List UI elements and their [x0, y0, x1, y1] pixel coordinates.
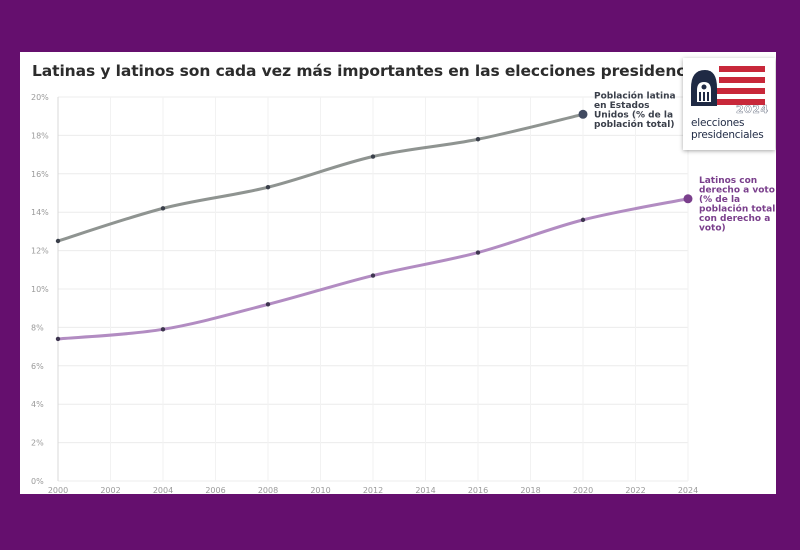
x-tick-label: 2022	[625, 486, 645, 494]
y-tick-label: 10%	[31, 285, 49, 294]
x-tick-label: 2002	[100, 486, 120, 494]
series-2-point	[580, 217, 586, 223]
chart-title: Latinas y latinos son cada vez más impor…	[32, 62, 726, 80]
line-chart: 0% 2% 4% 6% 8% 10% 12% 14% 16% 18% 20% 2000 2002 2004…	[31, 90, 775, 494]
x-tick-label: 2018	[520, 486, 540, 494]
series-2-label: Latinos con derecho a voto (% de la poblaci…	[699, 176, 775, 234]
x-tick-label: 2016	[468, 486, 488, 494]
y-tick-label: 0%	[31, 477, 44, 486]
x-tick-label: 2014	[415, 486, 435, 494]
y-tick-label: 14%	[31, 208, 49, 217]
x-tick-label: 2004	[153, 486, 173, 494]
y-tick-label: 16%	[31, 170, 49, 179]
logo-year: 2024	[736, 103, 769, 116]
x-tick-label: 2010	[310, 486, 330, 494]
series-1-point	[55, 238, 61, 244]
y-tick-label: 2%	[31, 439, 44, 448]
elecciones-logo: 2024 elecciones presidenciales	[683, 58, 775, 150]
series-1-end-marker	[578, 109, 588, 119]
y-tick-label: 6%	[31, 362, 44, 371]
x-tick-label: 2024	[678, 486, 698, 494]
chart-card: Latinas y latinos son cada vez más impor…	[20, 52, 776, 494]
x-tick-label: 2020	[573, 486, 593, 494]
series-1-label: Población latina en Estados Unidos (% de l…	[594, 90, 676, 130]
logo-text-elecciones: elecciones	[691, 117, 745, 129]
x-tick-label: 2008	[258, 486, 278, 494]
series-2-point	[370, 273, 376, 278]
logo-text-presidenciales: presidenciales	[691, 129, 764, 141]
y-tick-label: 20%	[31, 93, 49, 102]
y-tick-label: 12%	[31, 247, 49, 256]
series-2-point	[55, 336, 61, 342]
capitol-flag-icon	[691, 66, 765, 106]
x-tick-label: 2012	[363, 486, 383, 494]
y-tick-label: 4%	[31, 400, 44, 409]
y-tick-label: 18%	[31, 131, 49, 140]
series-1-point	[475, 137, 481, 142]
series-2-point	[475, 250, 481, 255]
x-tick-label: 2000	[48, 486, 68, 494]
series-1-point	[265, 185, 271, 190]
series-1-point	[160, 206, 166, 211]
series-2-end-marker	[683, 194, 693, 204]
series-line-1	[56, 112, 585, 243]
x-tick-label: 2006	[205, 486, 225, 494]
series-1-point	[370, 154, 376, 159]
series-2-point	[265, 302, 271, 307]
y-tick-label: 8%	[31, 323, 44, 332]
series-2-point	[160, 327, 166, 332]
